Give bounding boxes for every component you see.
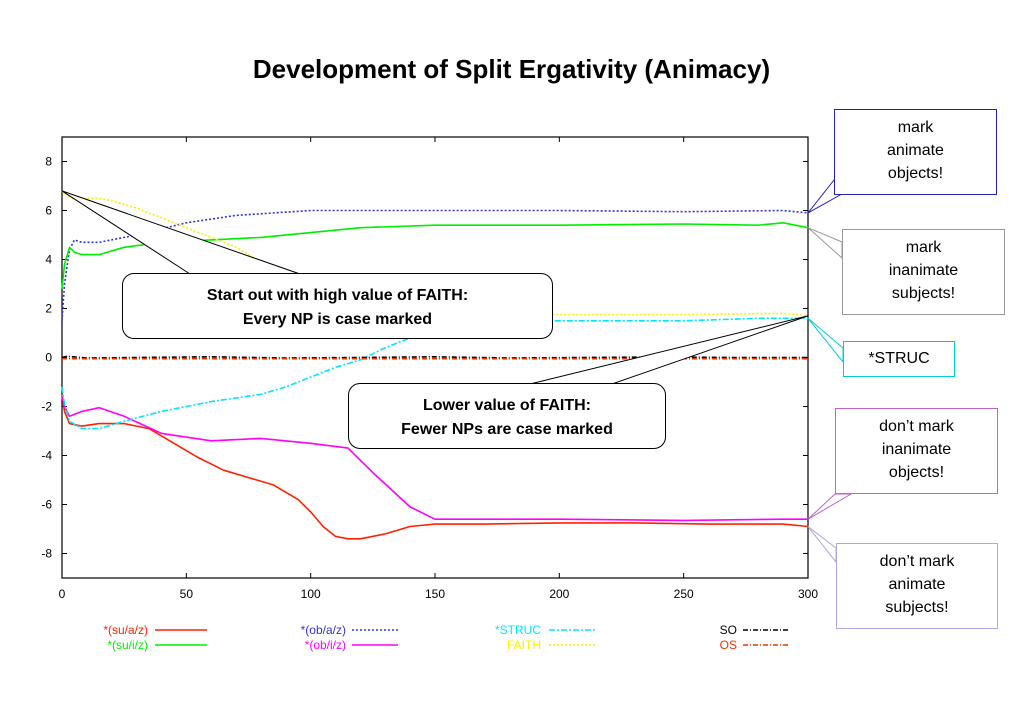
x-tick-label: 200 bbox=[549, 587, 569, 601]
y-tick-label: 2 bbox=[45, 302, 52, 316]
y-tick-label: -8 bbox=[41, 547, 52, 561]
x-tick-label: 100 bbox=[301, 587, 321, 601]
callout-line: don’t mark bbox=[879, 553, 955, 570]
axes: 0 50 100 150 200 250 300 8 6 4 2 0 -2 -4 -6 -8 bbox=[41, 136, 818, 601]
note-pointer bbox=[61, 190, 301, 275]
note-line: Fewer NPs are case marked bbox=[401, 421, 613, 438]
legend-label: *(ob/i/z) bbox=[305, 638, 346, 652]
series-line bbox=[61, 222, 809, 289]
note-line: Start out with high value of FAITH: bbox=[206, 287, 469, 304]
callout-line: subjects! bbox=[891, 285, 956, 302]
callout-mark-inanimate-subjects: mark inanimate subjects! bbox=[842, 229, 1005, 315]
y-tick-label: 0 bbox=[45, 351, 52, 365]
callout-line: don’t mark bbox=[879, 418, 954, 435]
callout-pointer bbox=[807, 493, 853, 520]
y-tick-label: 4 bbox=[45, 253, 52, 267]
x-tick-label: 0 bbox=[59, 587, 66, 601]
callout-pointer bbox=[807, 317, 844, 364]
y-tick-label: -6 bbox=[41, 498, 52, 512]
legend-label: SO bbox=[720, 623, 737, 637]
y-tick-label: 6 bbox=[45, 204, 52, 218]
callout-line: mark bbox=[897, 119, 934, 136]
x-tick-label: 50 bbox=[180, 587, 194, 601]
callout-dont-mark-inanimate-objects: don’t mark inanimate objects! bbox=[835, 408, 998, 494]
callout-struc: *STRUC bbox=[843, 341, 955, 377]
series-line bbox=[61, 396, 808, 522]
y-tick-label: -4 bbox=[41, 449, 52, 463]
legend: *(su/a/z)*(su/i/z) *(ob/a/z)*(ob/i/z) *STR… bbox=[103, 623, 789, 652]
callout-pointers bbox=[61, 179, 853, 564]
y-tick-label: 8 bbox=[45, 155, 52, 169]
callout-mark-animate-objects: mark animate objects! bbox=[834, 109, 997, 195]
y-tick-label: -2 bbox=[41, 400, 52, 414]
legend-label: OS bbox=[720, 638, 737, 652]
callout-line: objects! bbox=[888, 464, 945, 481]
slide-title: Development of Split Ergativity (Animacy… bbox=[252, 54, 771, 84]
legend-label: *(ob/a/z) bbox=[301, 623, 346, 637]
series-line bbox=[61, 209, 809, 321]
x-tick-label: 300 bbox=[798, 587, 818, 601]
note-line: Every NP is case marked bbox=[242, 311, 433, 328]
legend-label: FAITH bbox=[507, 638, 541, 652]
callout-dont-mark-animate-subjects: don’t mark animate subjects! bbox=[836, 543, 998, 629]
callout-pointer bbox=[807, 227, 843, 260]
note-lower-faith: Lower value of FAITH: Fewer NPs are case… bbox=[348, 383, 666, 449]
note-pointer bbox=[529, 315, 809, 385]
x-tick-label: 150 bbox=[425, 587, 445, 601]
callout-line: animate bbox=[887, 142, 944, 159]
callout-line: inanimate bbox=[881, 441, 952, 458]
legend-label: *STRUC bbox=[495, 623, 541, 637]
note-high-faith: Start out with high value of FAITH: Ever… bbox=[122, 273, 553, 339]
callout-line: mark bbox=[905, 239, 942, 256]
callout-line: *STRUC bbox=[868, 350, 930, 367]
callout-pointer bbox=[807, 526, 837, 564]
callout-line: inanimate bbox=[888, 262, 959, 279]
callout-line: objects! bbox=[887, 165, 944, 182]
series-line bbox=[61, 355, 808, 359]
legend-label: *(su/i/z) bbox=[107, 638, 148, 652]
callout-line: animate bbox=[888, 576, 946, 593]
legend-label: *(su/a/z) bbox=[103, 623, 148, 637]
x-tick-label: 250 bbox=[674, 587, 694, 601]
series-line bbox=[61, 394, 809, 540]
note-line: Lower value of FAITH: bbox=[422, 397, 591, 414]
callout-line: subjects! bbox=[885, 599, 949, 616]
